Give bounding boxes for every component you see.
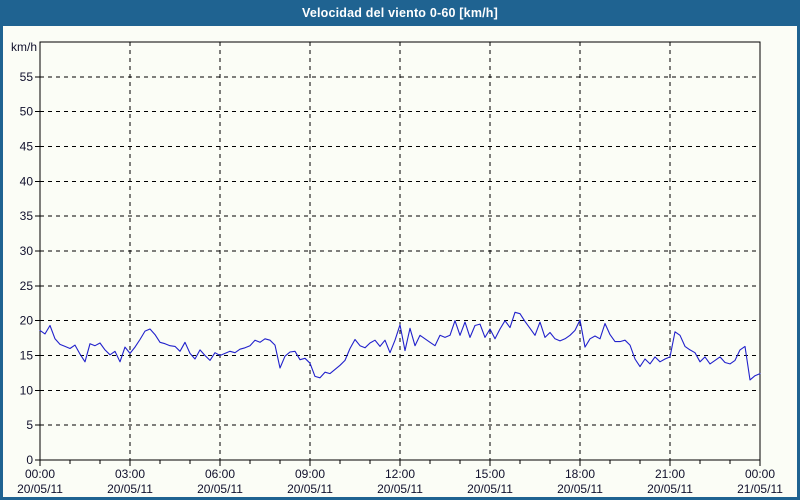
x-tick-time-label: 03:00 [115, 467, 145, 481]
y-axis-unit-label: km/h [11, 40, 37, 54]
x-tick-time-label: 09:00 [295, 467, 325, 481]
x-tick-date-label: 20/05/11 [467, 482, 513, 496]
plot-border [39, 41, 761, 461]
chart-title: Velocidad del viento 0-60 [km/h] [301, 6, 499, 20]
x-tick-date-label: 20/05/11 [17, 482, 63, 496]
x-tick-date-label: 20/05/11 [287, 482, 333, 496]
y-tick-label: 0 [26, 453, 33, 467]
y-tick-label: 55 [20, 70, 34, 84]
x-tick-time-label: 00:00 [25, 467, 55, 481]
x-tick-date-label: 20/05/11 [557, 482, 603, 496]
x-tick-time-label: 18:00 [565, 467, 595, 481]
y-tick-label: 25 [20, 279, 34, 293]
y-tick-label: 30 [20, 244, 34, 258]
y-tick-label: 45 [20, 140, 34, 154]
x-tick-time-label: 06:00 [205, 467, 235, 481]
x-tick-time-label: 12:00 [385, 467, 415, 481]
y-tick-label: 5 [26, 418, 33, 432]
y-tick-label: 15 [20, 349, 34, 363]
y-tick-label: 35 [20, 209, 34, 223]
wind-speed-series-line [39, 311, 761, 381]
x-tick-date-label: 21/05/11 [737, 482, 783, 496]
x-tick-date-label: 20/05/11 [107, 482, 153, 496]
x-tick-date-label: 20/05/11 [377, 482, 423, 496]
y-tick-label: 10 [20, 383, 34, 397]
title-bar: Velocidad del viento 0-60 [km/h] [0, 0, 800, 26]
x-tick-date-label: 20/05/11 [647, 482, 693, 496]
x-tick-time-label: 21:00 [655, 467, 685, 481]
y-tick-label: 50 [20, 105, 34, 119]
x-tick-time-label: 00:00 [745, 467, 775, 481]
y-tick-label: 40 [20, 174, 34, 188]
x-tick-time-label: 15:00 [475, 467, 505, 481]
x-tick-date-label: 20/05/11 [197, 482, 243, 496]
y-tick-label: 20 [20, 314, 34, 328]
